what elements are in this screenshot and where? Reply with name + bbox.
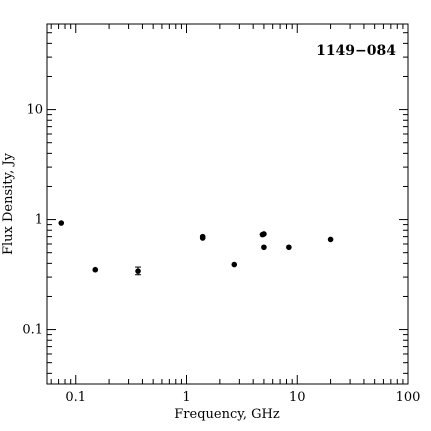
x-tick-label: 1 [182,390,190,405]
y-tick-label: 1 [35,213,43,228]
x-tick-label: 10 [289,390,306,405]
data-point-9 [286,244,292,251]
y-tick-label: 10 [26,103,43,118]
x-tick-label: 0.1 [65,390,86,405]
y-axis-label: Flux Density, Jy [1,152,16,255]
data-point-5 [231,261,238,268]
x-tick-label: 100 [396,390,421,405]
x-axis-label: Frequency, GHz [174,407,280,422]
data-point-10 [327,236,334,243]
data-point-7 [261,231,267,237]
data-point-1 [92,266,99,273]
data-points [58,220,334,276]
data-point-4 [199,235,206,241]
tick-labels: 0.1 1 10 100 0.1 1 10 [22,103,420,405]
data-point-8 [261,244,267,251]
plot-frame [46,23,409,385]
y-tick-label: 0.1 [22,323,43,338]
data-point-2 [135,268,141,274]
axis-ticks [47,23,409,384]
data-point-0 [58,220,65,226]
chart-title: 1149−084 [316,43,396,59]
